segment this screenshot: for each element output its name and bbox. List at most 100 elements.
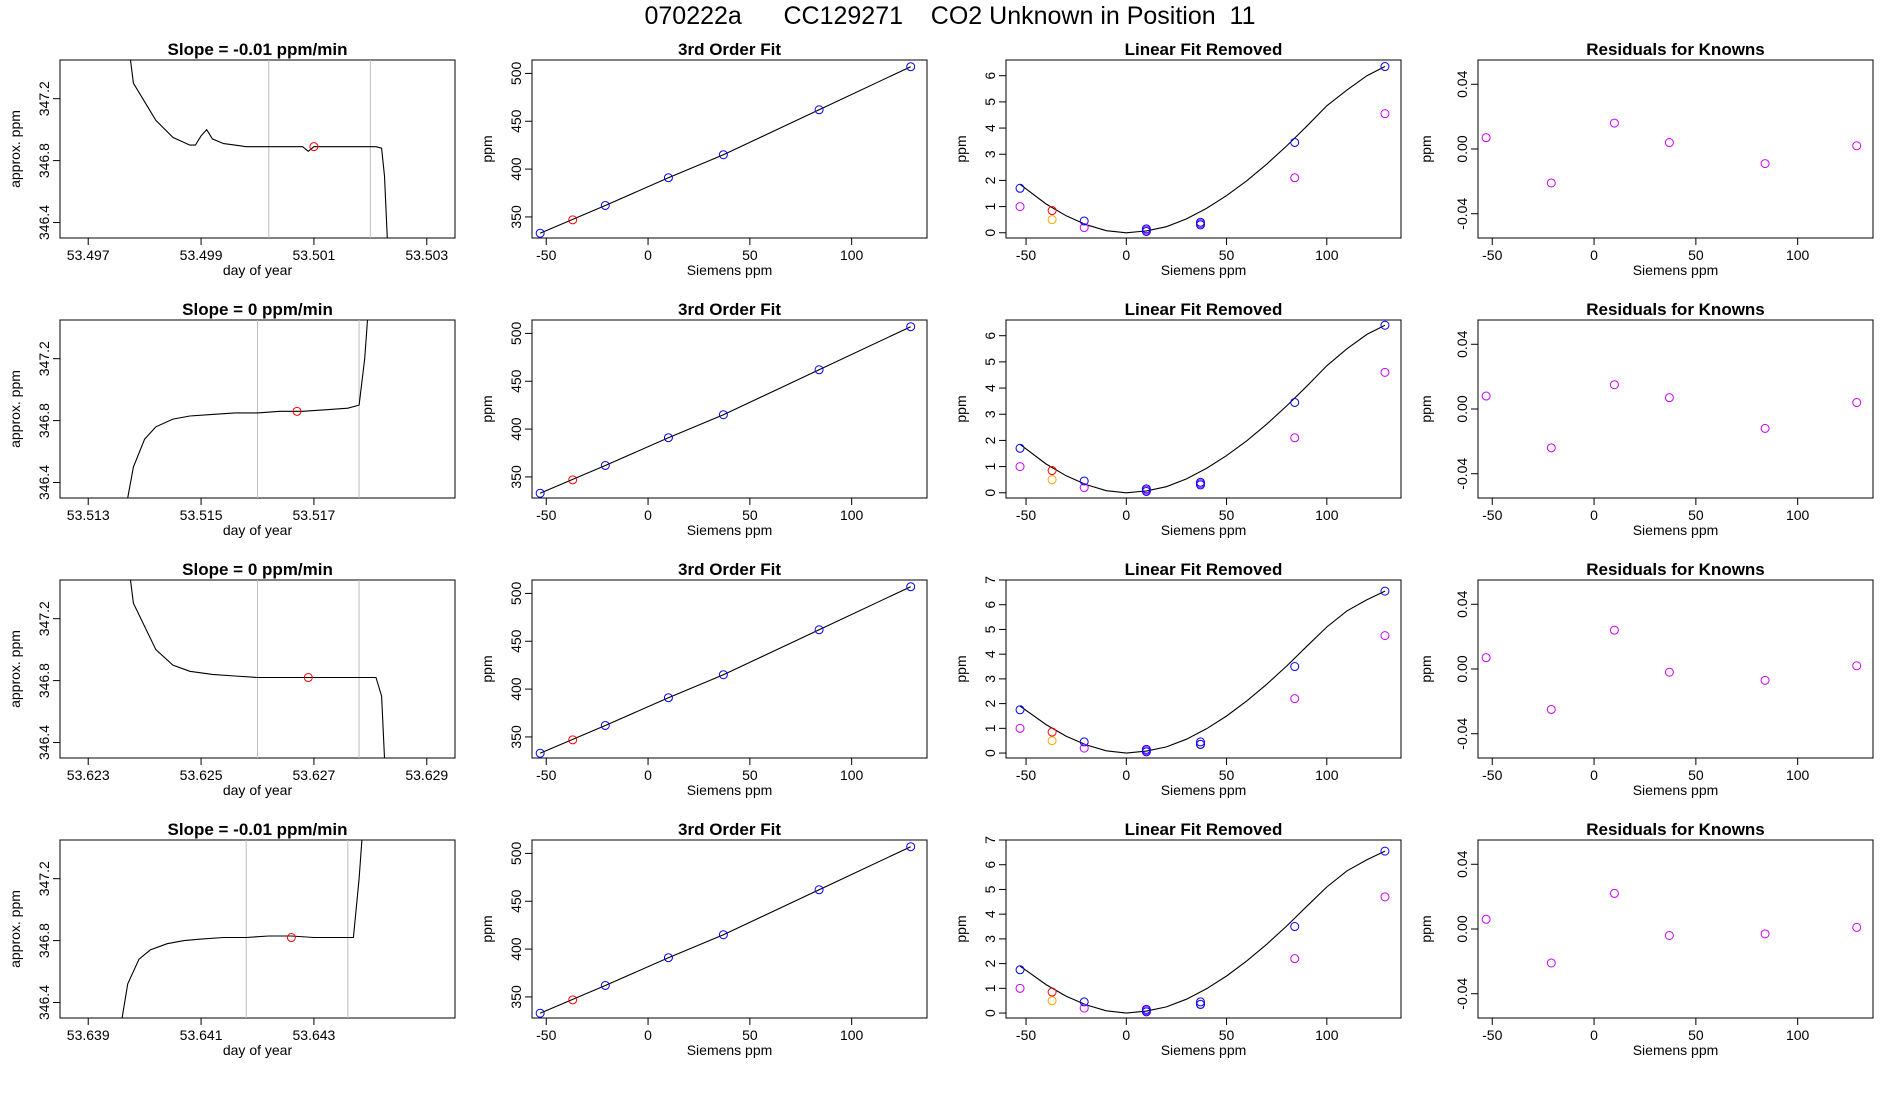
panel-r2-c3-title: Residuals for Knowns [1586,560,1765,579]
panel-r2-c3-residual-point [1546,704,1556,714]
panel-r0-c1-xtick-label: 100 [840,247,864,263]
panel-r0-c0-xtick-label: 53.499 [180,247,223,263]
panel-r1-c1-fit-line [539,326,911,494]
panel-r0-c1-known-point [718,150,728,160]
panel-r0-c0-xlabel: day of year [223,262,293,278]
panel-r3-c0-mean-marker [286,933,296,943]
panel-r2-c3-ytick-label: 0.04 [1454,590,1470,617]
panel-r0-c0-mean-marker [309,142,319,152]
panel-r0-c2-ytick-label: 3 [982,150,998,158]
panel-r2-c0-ytick-label: 346.8 [36,663,52,698]
panel-r1-c2-xlabel: Siemens ppm [1161,522,1247,538]
panel-r2-c3-residual-point [1481,653,1491,663]
panel-r2-c3-ytick-label: -0.04 [1454,718,1470,750]
panel-r2-c1-xtick-label: 100 [840,767,864,783]
panel-r3-c1-xlabel: Siemens ppm [687,1042,773,1058]
panel-r3-c0-title: Slope = -0.01 ppm/min [168,820,348,839]
panel-r2-c0-ytick-label: 346.4 [36,725,52,760]
panel-r1-c3-residual-point [1664,393,1674,403]
panel-r1-c2-unknown-point [1047,466,1057,476]
panel-r2-c1-ytick-label: 450 [508,629,524,653]
panel-r2-c2-ytick-label: 4 [982,650,998,658]
panel-r0-c0-trace-line [129,60,388,238]
panel-r2-c1-xtick-label: 0 [644,767,652,783]
panel-r2-c1-fit-line [539,586,911,754]
panel-r3-c1-known-point [535,1008,545,1018]
panel-r2-c2-title: Linear Fit Removed [1125,560,1283,579]
panel-r0-c2-xtick-label: 50 [1219,247,1235,263]
panel-r3-c1-xtick-label: 100 [840,1027,864,1043]
panel-r0-c2-xtick-label: -50 [1016,247,1036,263]
panel-r0-c2-ytick-label: 0 [982,229,998,237]
panel-r3-c2-unknown-point [1047,987,1057,997]
panel-r2-c3-xtick-label: -50 [1482,767,1502,783]
panel-r3-c2-ytick-label: 6 [982,861,998,869]
panel-r2-c1-known-point [600,720,610,730]
panel-r0-c2-xtick-label: 100 [1315,247,1339,263]
panel-r1-c0-mean-marker [292,406,302,416]
panel-r3-c2-title: Linear Fit Removed [1125,820,1283,839]
panel-r0-c1-known-point [814,105,824,115]
panel-r0-c2-ytick-label: 2 [982,176,998,184]
panel-r3-c0-ylabel: approx. ppm [7,890,23,968]
panel-r1-c3-residual-point [1481,391,1491,401]
panel-r2-c3-xtick-label: 0 [1590,767,1598,783]
panel-r3-c3-xtick-label: -50 [1482,1027,1502,1043]
panel-r3-c2-known-point [1195,997,1205,1007]
panel-r2-c2-ytick-label: 3 [982,675,998,683]
panel-r3-c2-known-point [1290,922,1300,932]
panel-r1-c0-ylabel: approx. ppm [7,370,23,448]
panel-r3-c2-known-point [1380,846,1390,856]
panel-r0-c0-ylabel: approx. ppm [7,110,23,188]
panel-r2-c2-known-point [1380,586,1390,596]
panel-r0-c3-xtick-label: 0 [1590,247,1598,263]
panel-r2-c1-known-point [718,670,728,680]
panel-r2-c1-xlabel: Siemens ppm [687,782,773,798]
panel-r2-c2-known-point [1141,744,1151,754]
panel-r1-c1-known-point [663,433,673,443]
panel-r3-c3-xlabel: Siemens ppm [1633,1042,1719,1058]
panel-r3-c3-residual-point [1609,888,1619,898]
panel-r0-c2-known-point [1290,137,1300,147]
panel-r3-c1-ytick-label: 500 [508,842,524,866]
panel-r0-c3-xtick-label: 100 [1786,247,1810,263]
panel-r1-c0-xlabel: day of year [223,522,293,538]
panel-r1-c3-xtick-label: 0 [1590,507,1598,523]
panel-r0-c2-frame [1005,59,1402,239]
panel-r1-c2-linear-point [1380,367,1390,377]
panel-r2-c1-title: 3rd Order Fit [678,560,781,579]
panel-r1-c2-known-point [1141,484,1151,494]
panel-r1-c3-residual-point [1609,380,1619,390]
panel-r2-c0-xlabel: day of year [223,782,293,798]
panel-r2-c0-ytick-label: 347.2 [36,601,52,636]
panel-r1-c1-ytick-label: 500 [508,322,524,346]
panel-r0-c1-known-point [906,62,916,72]
panel-r3-c2-known-point [1141,1007,1151,1017]
panel-r2-c2-ytick-label: 5 [982,625,998,633]
panel-r0-c3-ytick-label: 0.00 [1454,135,1470,162]
panel-r0-c1-known-point [535,228,545,238]
panel-r1-c1-known-point [718,410,728,420]
panel-r3-c1-known-point [600,980,610,990]
panel-r2-c0-title: Slope = 0 ppm/min [182,560,333,579]
panel-r3-c2-xtick-label: 100 [1315,1027,1339,1043]
panel-r0-c3-residual-point [1609,118,1619,128]
panel-r0-c2-unknown-linear-point [1047,215,1057,225]
panel-r2-c1-ytick-label: 500 [508,582,524,606]
panel-r3-c1-unknown-point [568,995,578,1005]
panel-r2-c1-ylabel: ppm [479,655,495,682]
panel-r1-c2-xtick-label: 100 [1315,507,1339,523]
panel-r3-c2-linear-point [1290,954,1300,964]
panel-r3-c2-linear-point [1079,1003,1089,1013]
panel-r2-c3-xtick-label: 100 [1786,767,1810,783]
panel-r3-c2-ytick-label: 5 [982,885,998,893]
panel-r0-c2-linear-point [1290,173,1300,183]
panel-r1-c2-known-point [1079,476,1089,486]
panel-r3-c3-ytick-label: 0.00 [1454,915,1470,942]
panel-r3-c2-known-point [1141,1004,1151,1014]
panel-r0-c3-residual-point [1481,133,1491,143]
panel-r1-c2-known-point [1290,397,1300,407]
panel-r1-c2-known-point [1380,320,1390,330]
panel-r2-c1-known-point [535,748,545,758]
